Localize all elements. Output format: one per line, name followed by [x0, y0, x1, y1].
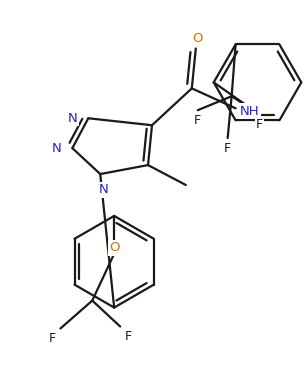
Text: F: F — [224, 141, 231, 155]
Text: NH: NH — [240, 105, 259, 118]
Text: N: N — [52, 142, 61, 155]
Text: F: F — [256, 118, 263, 130]
Text: O: O — [109, 241, 119, 254]
Text: N: N — [67, 112, 77, 125]
Text: N: N — [98, 183, 108, 197]
Text: F: F — [125, 330, 132, 343]
Text: F: F — [194, 114, 201, 127]
Text: O: O — [192, 32, 203, 45]
Text: F: F — [49, 332, 56, 345]
